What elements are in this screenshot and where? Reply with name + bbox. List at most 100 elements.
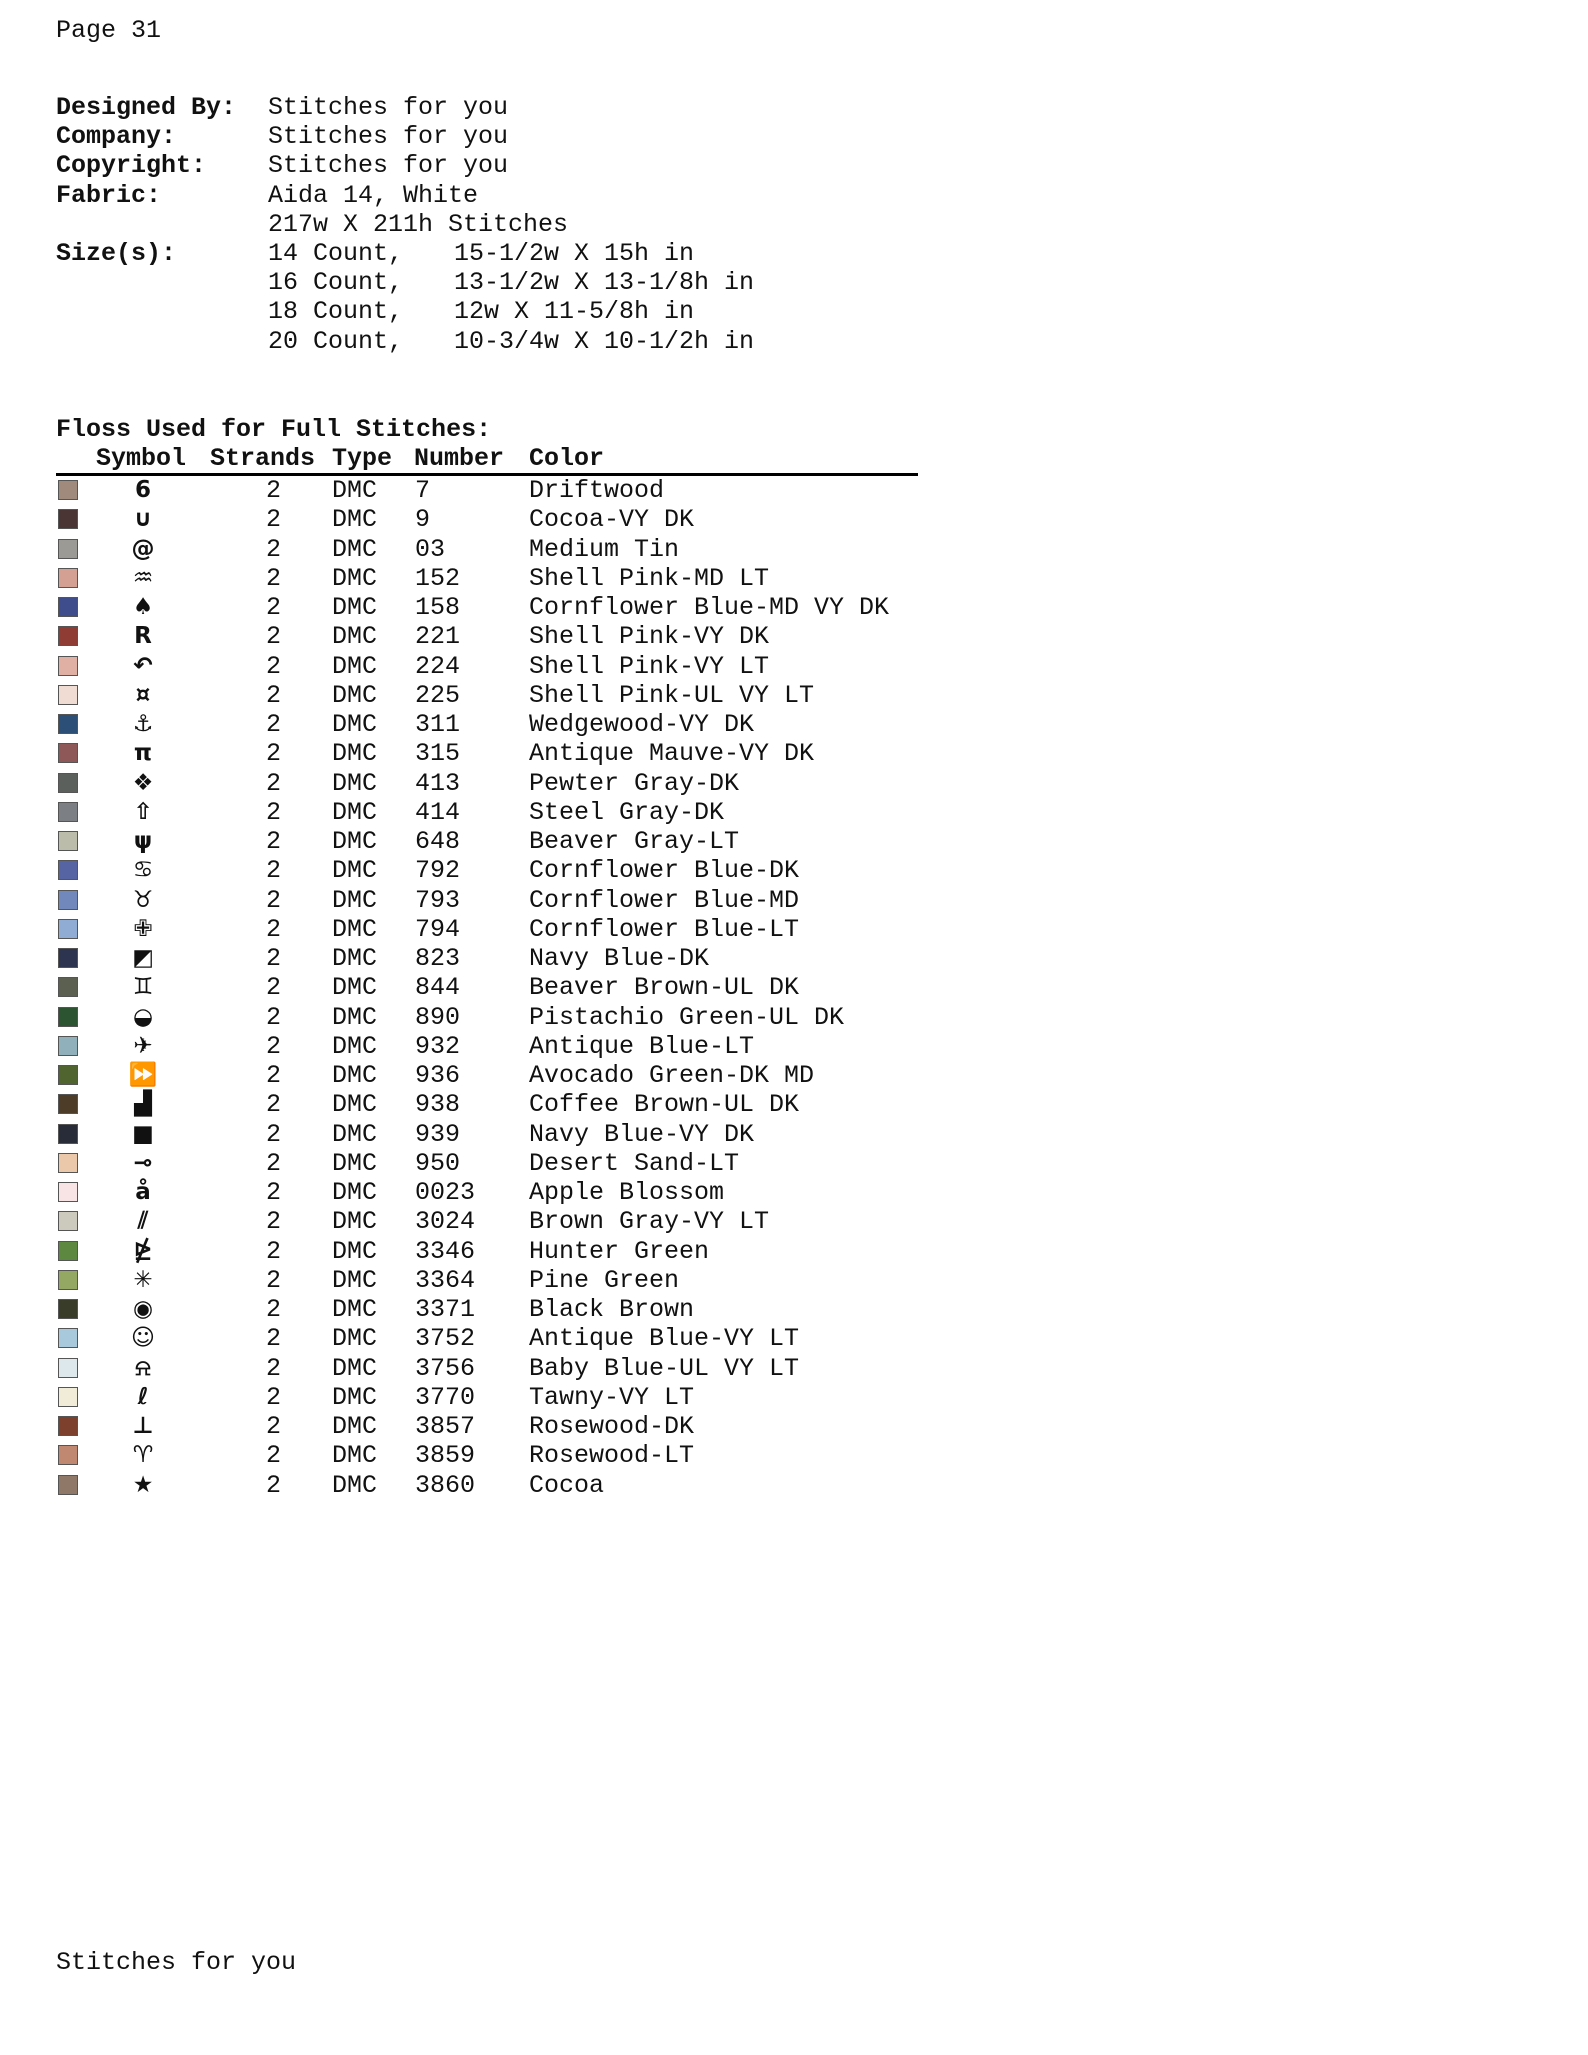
- strands: 2: [266, 534, 282, 564]
- strands: 2: [266, 827, 282, 856]
- color-swatch: [58, 1211, 78, 1232]
- color-swatch: [58, 977, 78, 998]
- color-name: Avocado Green-DK MD: [529, 1061, 815, 1090]
- color-name: Pewter Gray-DK: [529, 768, 740, 798]
- floss-number: 3371: [415, 1295, 476, 1324]
- color-swatch: [58, 1386, 78, 1407]
- color-swatch: [58, 1299, 78, 1319]
- stitch-symbol: ◉: [132, 1296, 154, 1322]
- floss-row: ■ 2 DMC 939 Navy Blue-VY DK: [56, 1120, 918, 1149]
- color-swatch: [58, 684, 78, 705]
- strands: 2: [266, 1441, 282, 1471]
- floss-number: 315: [415, 739, 461, 769]
- stitch-symbol: ⏩: [128, 1062, 158, 1088]
- page-number: Page 31: [56, 16, 162, 45]
- strands: 2: [266, 622, 282, 652]
- floss-type: DMC: [332, 1002, 378, 1032]
- color-name: Cornflower Blue-LT: [529, 914, 800, 944]
- strands: 2: [266, 944, 282, 973]
- color-swatch: [58, 1006, 78, 1027]
- color-name: Shell Pink-UL VY LT: [529, 680, 815, 710]
- color-name: Tawny-VY LT: [529, 1382, 695, 1412]
- info-label: Size(s):: [56, 238, 177, 268]
- color-name: Shell Pink-VY DK: [529, 622, 770, 652]
- color-swatch: [58, 772, 78, 793]
- stitch-symbol: ♉: [132, 886, 154, 913]
- color-name: Coffee Brown-UL DK: [529, 1090, 800, 1120]
- floss-type: DMC: [332, 914, 378, 944]
- strands: 2: [266, 593, 282, 622]
- floss-number: 792: [415, 856, 461, 886]
- floss-type: DMC: [332, 827, 378, 856]
- stitch-symbol: ⚓: [132, 711, 154, 737]
- floss-number: 950: [415, 1148, 461, 1178]
- floss-number: 938: [415, 1090, 461, 1120]
- color-swatch: [58, 655, 78, 676]
- info-value: Aida 14, White: [268, 180, 479, 210]
- floss-row: ♊ 2 DMC 844 Beaver Brown-UL DK: [56, 973, 918, 1002]
- floss-row: ♉ 2 DMC 793 Cornflower Blue-MD: [56, 886, 918, 915]
- strands: 2: [266, 1178, 282, 1207]
- strands: 2: [266, 1119, 282, 1149]
- color-swatch: [58, 918, 78, 939]
- info-value: 16 Count,: [268, 268, 404, 298]
- stitch-symbol: ♈: [132, 1442, 154, 1469]
- floss-type: DMC: [332, 1265, 378, 1295]
- color-swatch: [58, 626, 78, 647]
- strands: 2: [266, 563, 282, 593]
- header-color: Color: [529, 444, 605, 473]
- floss-number: 3857: [415, 1412, 476, 1441]
- floss-type: DMC: [332, 710, 378, 739]
- floss-number: 3756: [415, 1353, 476, 1383]
- color-swatch: [58, 801, 78, 822]
- floss-row: ✳ 2 DMC 3364 Pine Green: [56, 1266, 918, 1295]
- color-name: Beaver Gray-LT: [529, 827, 740, 856]
- strands: 2: [266, 1382, 282, 1412]
- color-name: Rosewood-LT: [529, 1441, 695, 1471]
- floss-type: DMC: [332, 1236, 378, 1266]
- strands: 2: [266, 885, 282, 915]
- floss-number: 3770: [415, 1382, 476, 1412]
- color-name: Brown Gray-VY LT: [529, 1207, 770, 1237]
- floss-row: ¤ 2 DMC 225 Shell Pink-UL VY LT: [56, 681, 918, 710]
- floss-row: ◒ 2 DMC 890 Pistachio Green-UL DK: [56, 1003, 918, 1032]
- floss-row: ♒ 2 DMC 152 Shell Pink-MD LT: [56, 564, 918, 593]
- color-swatch: [58, 538, 78, 559]
- floss-type: DMC: [332, 505, 378, 535]
- strands: 2: [266, 1148, 282, 1178]
- color-name: Cornflower Blue-MD VY DK: [529, 593, 890, 622]
- strands: 2: [266, 739, 282, 769]
- floss-row: ✙ 2 DMC 794 Cornflower Blue-LT: [56, 915, 918, 944]
- floss-number: 158: [415, 593, 461, 622]
- color-swatch: [58, 948, 78, 968]
- color-swatch: [58, 831, 78, 851]
- floss-number: 939: [415, 1119, 461, 1149]
- floss-row: ◩ 2 DMC 823 Navy Blue-DK: [56, 944, 918, 973]
- floss-number: 225: [415, 680, 461, 710]
- strands: 2: [266, 856, 282, 886]
- floss-number: 793: [415, 885, 461, 915]
- color-swatch: [58, 1182, 78, 1202]
- floss-type: DMC: [332, 622, 378, 652]
- color-swatch: [58, 714, 78, 734]
- stitch-symbol: ↶: [133, 652, 153, 679]
- stitch-symbol: ⊸: [133, 1149, 153, 1176]
- stitch-symbol: R: [134, 623, 152, 650]
- floss-row: ⫽ 2 DMC 3024 Brown Gray-VY LT: [56, 1207, 918, 1236]
- floss-number: 890: [415, 1002, 461, 1032]
- floss-number: 3364: [415, 1265, 476, 1295]
- info-label: Copyright:: [56, 151, 207, 181]
- stitch-symbol: ★: [132, 1471, 154, 1498]
- color-swatch: [58, 1445, 78, 1466]
- strands: 2: [266, 1324, 282, 1354]
- color-name: Navy Blue-VY DK: [529, 1119, 755, 1149]
- floss-table: Symbol Strands Type Number Color 6 2 DMC 7 D…: [56, 444, 918, 1500]
- strands: 2: [266, 1207, 282, 1237]
- strands: 2: [266, 1002, 282, 1032]
- color-name: Cocoa: [529, 1470, 605, 1500]
- floss-row: @2 DMC 03 Medium Tin: [56, 535, 918, 564]
- floss-number: 823: [415, 944, 461, 973]
- color-name: Hunter Green: [529, 1236, 710, 1266]
- color-name: Beaver Brown-UL DK: [529, 973, 800, 1003]
- floss-number: 936: [415, 1061, 461, 1090]
